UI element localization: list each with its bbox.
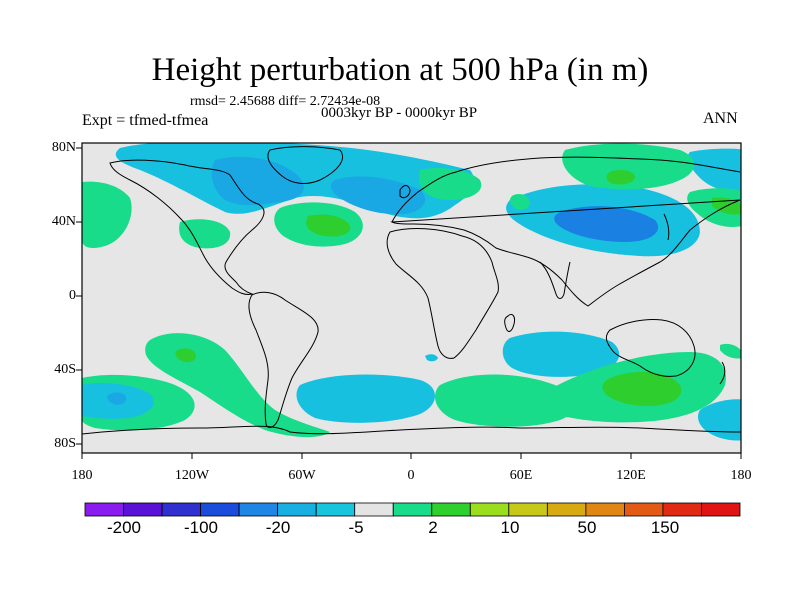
lon-label-120e: 120E: [616, 468, 646, 483]
contour-green-n-pacific-west: [179, 219, 231, 249]
lon-label-120w: 120W: [174, 468, 210, 483]
coastlines: [82, 146, 741, 435]
coast-australia: [605, 319, 696, 377]
contour-blue-dark-atlantic: [330, 176, 426, 215]
contour-green-s-indian-dark: [602, 371, 682, 406]
page-title: Height perturbation at 500 hPa (in m): [151, 52, 649, 88]
contour-blue-dark-north: [211, 156, 304, 206]
colorbar-swatch: [84, 502, 124, 517]
contour-blue-asia-dark: [554, 206, 659, 242]
contour-green-n-atlantic-dark: [306, 214, 351, 237]
contour-green-southern-ocean: [435, 374, 577, 427]
colorbar-swatch: [701, 502, 741, 517]
contour-blue-indian: [502, 331, 620, 377]
colorbar-swatch: [546, 502, 587, 517]
lon-label-180w: 180: [71, 468, 93, 483]
period-label: 0003kyr BP - 0000kyr BP: [321, 105, 478, 121]
coast-uk: [399, 185, 411, 199]
experiment-label: Expt = tfmed-tfmea: [82, 112, 209, 129]
lat-label-40s: 40S: [54, 362, 76, 377]
colorbar-swatch: [200, 502, 240, 517]
season-label: ANN: [703, 110, 738, 127]
contour-green-s-pacific-dark: [175, 348, 196, 363]
coast-north-america: [109, 159, 265, 295]
colorbar-label: 2: [428, 518, 438, 537]
contour-blue-se-pacific: [697, 399, 741, 441]
colorbar-swatch: [277, 502, 317, 517]
coast-japan: [663, 213, 670, 241]
lon-label-180e: 180: [730, 468, 752, 483]
coast-south-america: [248, 291, 319, 428]
contour-blue-s-atlantic: [296, 374, 435, 423]
contour-green-nw-pacific: [82, 181, 132, 248]
contour-green-small-pac: [720, 343, 741, 359]
colorbar-label: 50: [577, 518, 597, 537]
colorbar-label: -100: [183, 518, 219, 537]
contour-green-small-atl: [509, 194, 530, 210]
coast-india: [539, 261, 571, 299]
colorbar-label: -20: [265, 518, 291, 537]
coast-africa: [386, 228, 499, 359]
colorbar-label: -5: [348, 518, 364, 537]
lat-label-80n: 80N: [51, 140, 76, 155]
contour-blue-north-asia: [687, 148, 741, 192]
colorbar-swatch: [161, 502, 201, 517]
lon-label-60w: 60W: [288, 468, 316, 483]
coast-madagascar: [504, 313, 515, 332]
coast-antarctica: [82, 425, 741, 435]
colorbar-label: 150: [650, 518, 680, 537]
colorbar-swatch: [315, 502, 356, 517]
axis-ticks: [76, 147, 742, 459]
contour-green-siberia-dark: [606, 169, 636, 185]
lon-label-0: 0: [407, 468, 415, 483]
colorbar-swatch: [431, 502, 471, 517]
colorbar-label: -200: [106, 518, 142, 537]
lat-label-40n: 40N: [51, 214, 76, 229]
colorbar-swatch: [123, 502, 163, 517]
lat-label-0: 0: [69, 288, 76, 303]
colorbar-swatch: [624, 502, 664, 517]
contour-field: [82, 143, 741, 453]
colorbar-swatch: [662, 502, 702, 517]
lon-label-60e: 60E: [509, 468, 533, 483]
coast-greenland: [267, 146, 343, 184]
colorbar-swatch: [238, 502, 279, 517]
contour-green-siberia: [562, 143, 695, 190]
contour-blue-small-atl: [425, 354, 438, 362]
colorbar-swatch: [392, 502, 433, 517]
stats-label: rmsd= 2.45688 diff= 2.72434e-08: [190, 94, 381, 109]
contour-green-europe: [419, 168, 482, 200]
coast-eurasia: [390, 156, 741, 307]
colorbar-swatch: [469, 502, 510, 517]
colorbar-label: 10: [500, 518, 520, 537]
lat-label-80s: 80S: [54, 436, 76, 451]
colorbar-swatch: [508, 502, 548, 517]
colorbar-swatch: [354, 502, 394, 517]
coast-new-zealand: [719, 361, 726, 385]
contour-blue-southwest-dark: [107, 392, 127, 405]
colorbar-swatch: [585, 502, 625, 517]
